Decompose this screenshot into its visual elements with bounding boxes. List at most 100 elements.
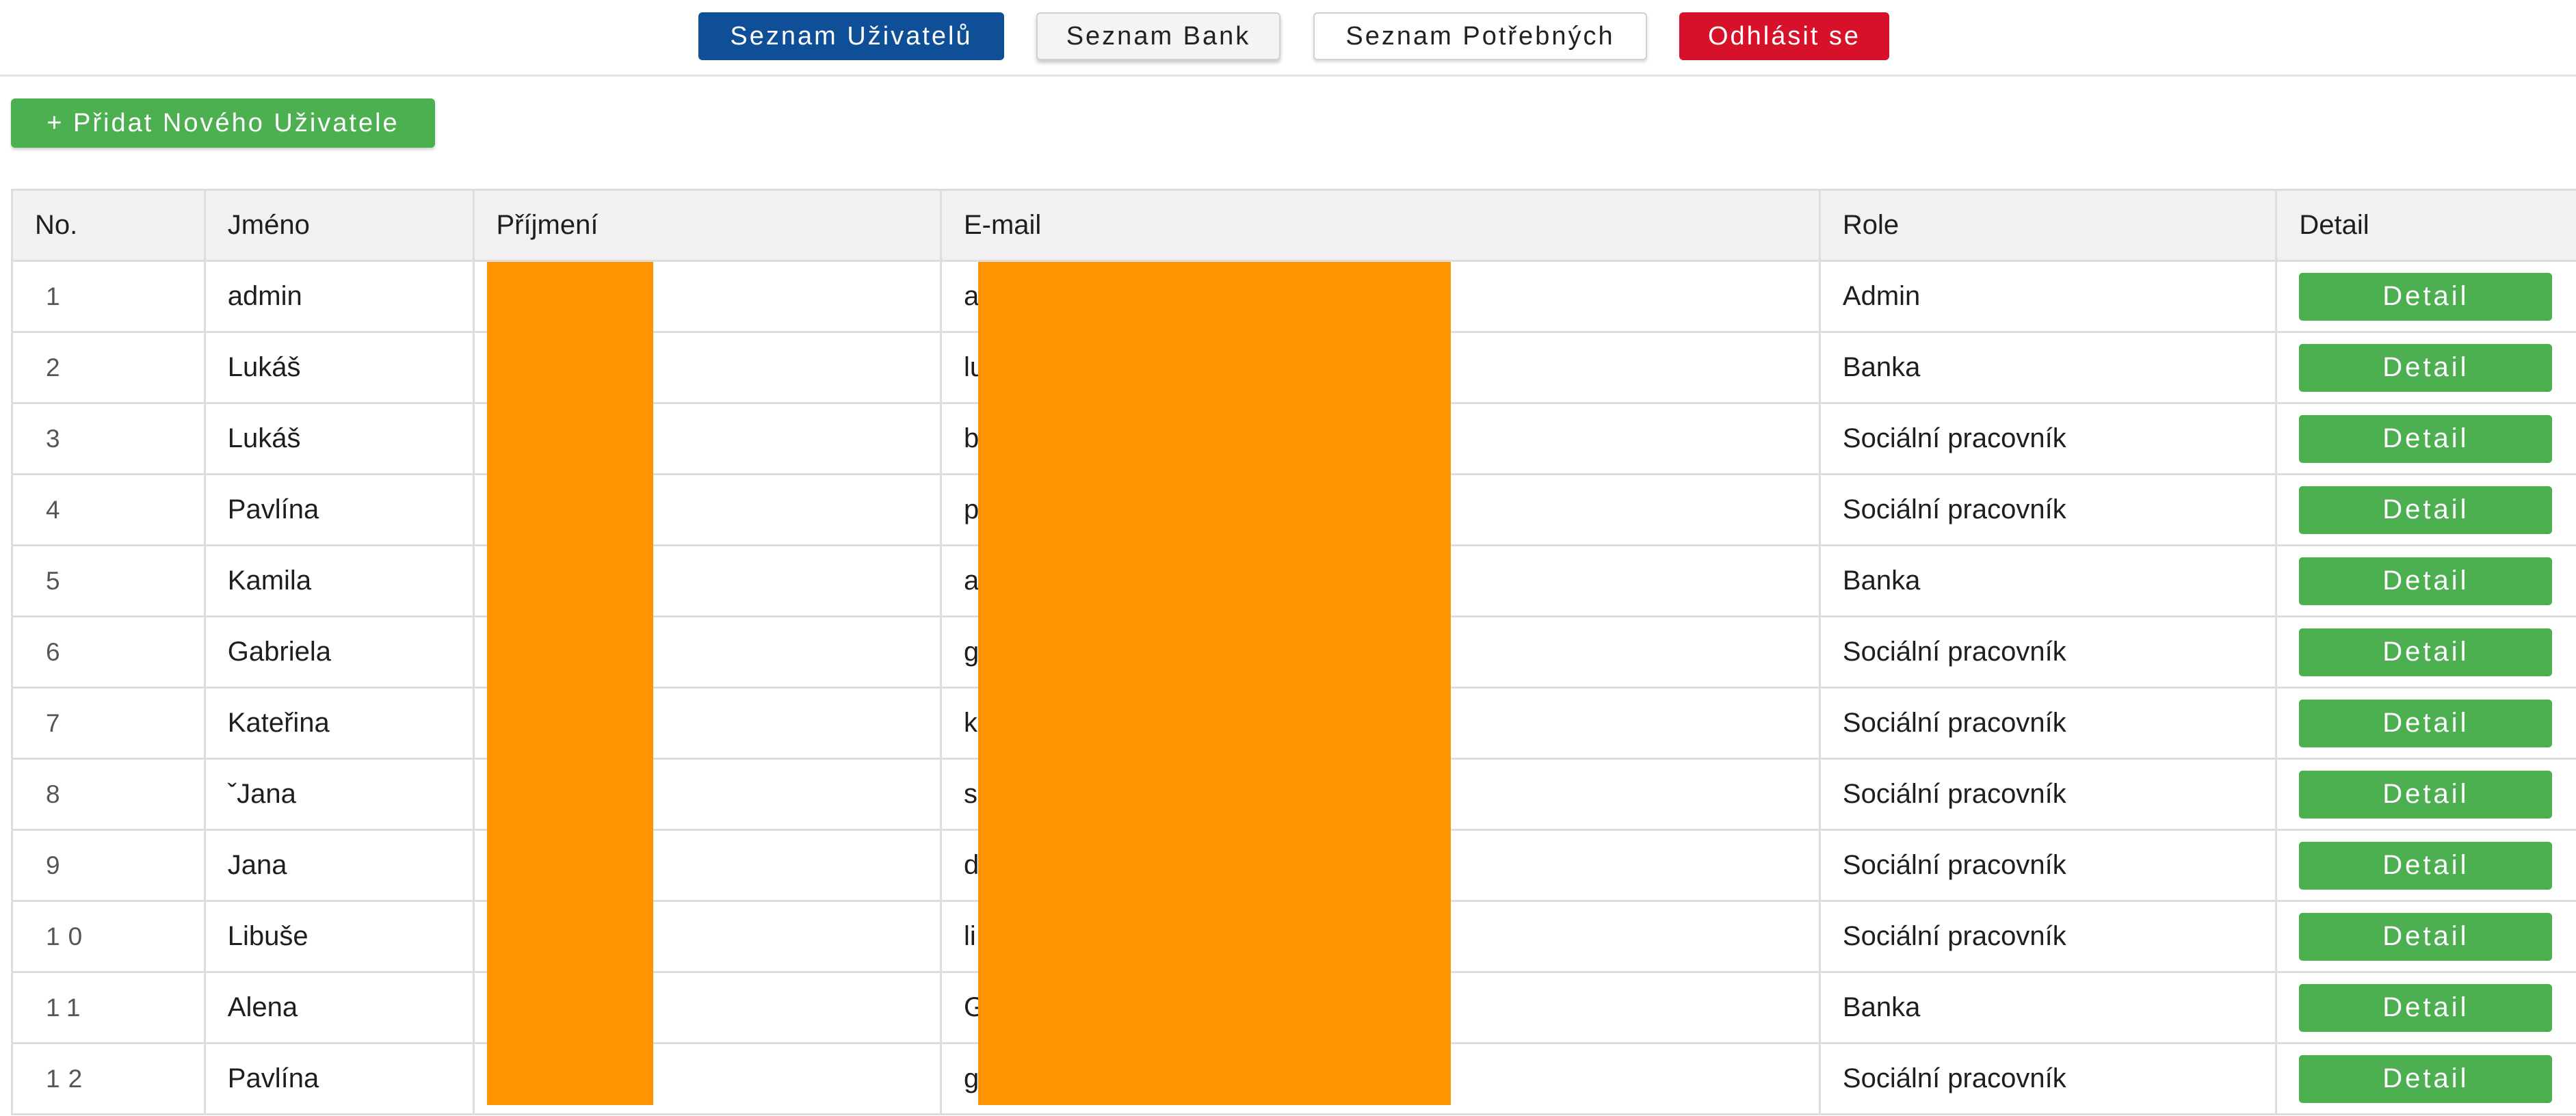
row-name: Libuše bbox=[206, 902, 475, 971]
row-role: Sociální pracovník bbox=[1821, 404, 2278, 473]
row-name: Jana bbox=[206, 831, 475, 900]
row-number: 8 bbox=[13, 760, 206, 829]
row-surname bbox=[475, 902, 942, 971]
row-detail-cell: Detail bbox=[2277, 902, 2576, 971]
banks-list-button[interactable]: Seznam Bank bbox=[1036, 12, 1280, 60]
detail-button[interactable]: Detail bbox=[2299, 628, 2553, 676]
row-surname bbox=[475, 546, 942, 615]
row-email: k bbox=[942, 689, 1821, 758]
row-detail-cell: Detail bbox=[2277, 546, 2576, 615]
row-surname bbox=[475, 1044, 942, 1113]
row-detail-cell: Detail bbox=[2277, 760, 2576, 829]
row-number: 10 bbox=[13, 902, 206, 971]
row-number: 1 bbox=[13, 262, 206, 331]
row-email: g bbox=[942, 1044, 1821, 1113]
detail-button[interactable]: Detail bbox=[2299, 414, 2553, 463]
row-name: Lukáš bbox=[206, 333, 475, 402]
row-surname bbox=[475, 973, 942, 1042]
row-number: 11 bbox=[13, 973, 206, 1042]
row-number: 12 bbox=[13, 1044, 206, 1113]
needy-list-button[interactable]: Seznam Potřebných bbox=[1313, 12, 1647, 60]
row-detail-cell: Detail bbox=[2277, 404, 2576, 473]
row-role: Sociální pracovník bbox=[1821, 760, 2278, 829]
row-email: a bbox=[942, 262, 1821, 331]
detail-button[interactable]: Detail bbox=[2299, 486, 2553, 534]
row-detail-cell: Detail bbox=[2277, 333, 2576, 402]
header-email: E-mail bbox=[942, 191, 1821, 260]
row-number: 2 bbox=[13, 333, 206, 402]
row-name: Alena bbox=[206, 973, 475, 1042]
row-email: a bbox=[942, 546, 1821, 615]
table-row: 10 Libuše li Sociální pracovník Detail bbox=[13, 902, 2576, 973]
header-role: Role bbox=[1821, 191, 2278, 260]
row-detail-cell: Detail bbox=[2277, 831, 2576, 900]
top-navigation: Seznam Uživatelů Seznam Bank Seznam Potř… bbox=[0, 0, 2576, 77]
header-surname: Příjmení bbox=[475, 191, 942, 260]
logout-button[interactable]: Odhlásit se bbox=[1679, 12, 1889, 60]
row-name: Kamila bbox=[206, 546, 475, 615]
row-email: s bbox=[942, 760, 1821, 829]
redaction-email-column bbox=[978, 262, 1451, 1105]
detail-button[interactable]: Detail bbox=[2299, 272, 2553, 321]
row-email: g bbox=[942, 617, 1821, 687]
row-detail-cell: Detail bbox=[2277, 475, 2576, 544]
row-name: Pavlína bbox=[206, 1044, 475, 1113]
row-number: 5 bbox=[13, 546, 206, 615]
row-name: ˇJana bbox=[206, 760, 475, 829]
row-role: Sociální pracovník bbox=[1821, 1044, 2278, 1113]
row-surname bbox=[475, 333, 942, 402]
row-role: Banka bbox=[1821, 546, 2278, 615]
detail-button[interactable]: Detail bbox=[2299, 912, 2553, 961]
table-row: 11 Alena G Banka Detail bbox=[13, 973, 2576, 1044]
row-surname bbox=[475, 262, 942, 331]
row-email: d bbox=[942, 831, 1821, 900]
row-role: Admin bbox=[1821, 262, 2278, 331]
table-row: 12 Pavlína g Sociální pracovník Detail bbox=[13, 1044, 2576, 1115]
row-role: Sociální pracovník bbox=[1821, 689, 2278, 758]
detail-button[interactable]: Detail bbox=[2299, 343, 2553, 392]
row-number: 7 bbox=[13, 689, 206, 758]
row-email: p bbox=[942, 475, 1821, 544]
detail-button[interactable]: Detail bbox=[2299, 557, 2553, 605]
row-name: admin bbox=[206, 262, 475, 331]
header-detail: Detail bbox=[2299, 210, 2369, 240]
row-detail-cell: Detail bbox=[2277, 617, 2576, 687]
row-detail-cell: Detail bbox=[2277, 973, 2576, 1042]
row-surname bbox=[475, 831, 942, 900]
row-name: Pavlína bbox=[206, 475, 475, 544]
row-role: Banka bbox=[1821, 333, 2278, 402]
row-role: Banka bbox=[1821, 973, 2278, 1042]
row-name: Kateřina bbox=[206, 689, 475, 758]
row-surname bbox=[475, 617, 942, 687]
row-detail-cell: Detail bbox=[2277, 689, 2576, 758]
row-role: Sociální pracovník bbox=[1821, 475, 2278, 544]
row-surname bbox=[475, 475, 942, 544]
detail-button[interactable]: Detail bbox=[2299, 841, 2553, 890]
header-name: Jméno bbox=[206, 191, 475, 260]
detail-button[interactable]: Detail bbox=[2299, 699, 2553, 747]
row-email: b bbox=[942, 404, 1821, 473]
row-detail-cell: Detail bbox=[2277, 1044, 2576, 1113]
row-number: 3 bbox=[13, 404, 206, 473]
header-no: No. bbox=[13, 191, 206, 260]
row-surname bbox=[475, 404, 942, 473]
row-number: 9 bbox=[13, 831, 206, 900]
row-number: 6 bbox=[13, 617, 206, 687]
row-detail-cell: Detail bbox=[2277, 262, 2576, 331]
detail-button[interactable]: Detail bbox=[2299, 1054, 2553, 1103]
row-role: Sociální pracovník bbox=[1821, 831, 2278, 900]
row-number: 4 bbox=[13, 475, 206, 544]
add-new-user-button[interactable]: + Přidat Nového Uživatele bbox=[11, 98, 435, 148]
row-name: Lukáš bbox=[206, 404, 475, 473]
row-surname bbox=[475, 760, 942, 829]
detail-button[interactable]: Detail bbox=[2299, 770, 2553, 819]
row-role: Sociální pracovník bbox=[1821, 902, 2278, 971]
row-email: li bbox=[942, 902, 1821, 971]
row-surname bbox=[475, 689, 942, 758]
row-name: Gabriela bbox=[206, 617, 475, 687]
table-header-row: No. Jméno Příjmení E-mail Role Detail bbox=[13, 191, 2576, 262]
row-role: Sociální pracovník bbox=[1821, 617, 2278, 687]
redaction-surname-column bbox=[487, 262, 653, 1105]
detail-button[interactable]: Detail bbox=[2299, 983, 2553, 1032]
users-list-button[interactable]: Seznam Uživatelů bbox=[698, 12, 1004, 60]
